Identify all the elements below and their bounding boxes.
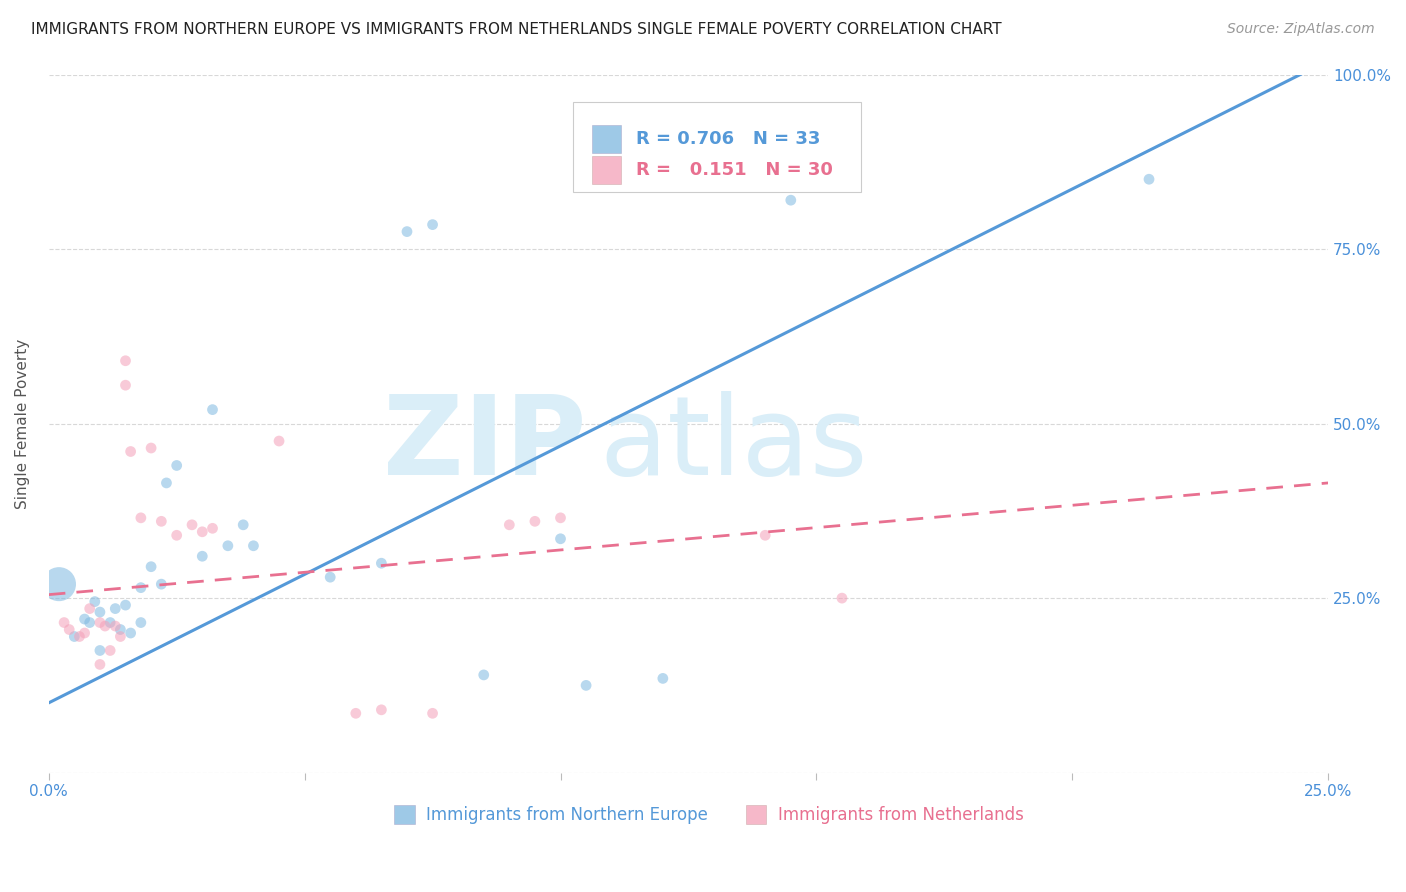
Point — [63, 630, 86, 644]
Point — [129, 511, 152, 525]
Point — [422, 706, 444, 721]
Point — [79, 601, 101, 615]
Point — [89, 643, 111, 657]
Point — [267, 434, 290, 448]
Point — [114, 353, 136, 368]
Point — [523, 514, 546, 528]
Point — [242, 539, 264, 553]
Point — [191, 549, 214, 564]
Point — [422, 218, 444, 232]
Point — [129, 615, 152, 630]
Point — [120, 626, 142, 640]
Point — [89, 657, 111, 672]
Point — [110, 623, 132, 637]
Point — [1137, 172, 1160, 186]
Point — [98, 643, 121, 657]
Point — [129, 581, 152, 595]
Point — [79, 615, 101, 630]
Point — [89, 605, 111, 619]
Point — [104, 601, 127, 615]
Point — [150, 577, 173, 591]
Point — [201, 521, 224, 535]
Point — [139, 441, 162, 455]
Point — [58, 623, 80, 637]
Point — [217, 539, 239, 553]
Point — [831, 591, 853, 606]
Text: atlas: atlas — [599, 391, 868, 498]
FancyBboxPatch shape — [592, 126, 620, 153]
Point — [73, 626, 96, 640]
Point — [498, 517, 520, 532]
Point — [191, 524, 214, 539]
Point — [83, 594, 105, 608]
Point — [575, 678, 598, 692]
Point — [98, 615, 121, 630]
Point — [94, 619, 117, 633]
Point — [370, 556, 392, 570]
FancyBboxPatch shape — [574, 103, 860, 192]
Point — [181, 517, 204, 532]
Point — [69, 630, 91, 644]
Text: R =   0.151   N = 30: R = 0.151 N = 30 — [636, 161, 832, 179]
Point — [114, 378, 136, 392]
Point — [150, 514, 173, 528]
Point — [370, 703, 392, 717]
Point — [89, 615, 111, 630]
Point — [651, 672, 673, 686]
Point — [201, 402, 224, 417]
Point — [120, 444, 142, 458]
FancyBboxPatch shape — [747, 805, 766, 824]
Text: Immigrants from Northern Europe: Immigrants from Northern Europe — [426, 805, 709, 823]
Point — [472, 668, 495, 682]
FancyBboxPatch shape — [394, 805, 415, 824]
Point — [344, 706, 367, 721]
Point — [319, 570, 342, 584]
FancyBboxPatch shape — [592, 156, 620, 184]
Point — [166, 528, 188, 542]
Point — [53, 615, 76, 630]
Text: R = 0.706   N = 33: R = 0.706 N = 33 — [636, 130, 820, 148]
Point — [104, 619, 127, 633]
Point — [73, 612, 96, 626]
Text: ZIP: ZIP — [382, 391, 586, 498]
Point — [155, 475, 177, 490]
Point — [550, 511, 572, 525]
Y-axis label: Single Female Poverty: Single Female Poverty — [15, 338, 30, 508]
Point — [114, 598, 136, 612]
Text: Immigrants from Netherlands: Immigrants from Netherlands — [778, 805, 1024, 823]
Text: Source: ZipAtlas.com: Source: ZipAtlas.com — [1227, 22, 1375, 37]
Point — [139, 559, 162, 574]
Point — [48, 577, 70, 591]
Point — [166, 458, 188, 473]
Point — [232, 517, 254, 532]
Point — [550, 532, 572, 546]
Point — [395, 225, 418, 239]
Point — [110, 630, 132, 644]
Text: IMMIGRANTS FROM NORTHERN EUROPE VS IMMIGRANTS FROM NETHERLANDS SINGLE FEMALE POV: IMMIGRANTS FROM NORTHERN EUROPE VS IMMIG… — [31, 22, 1001, 37]
Point — [779, 193, 801, 207]
Point — [754, 528, 776, 542]
